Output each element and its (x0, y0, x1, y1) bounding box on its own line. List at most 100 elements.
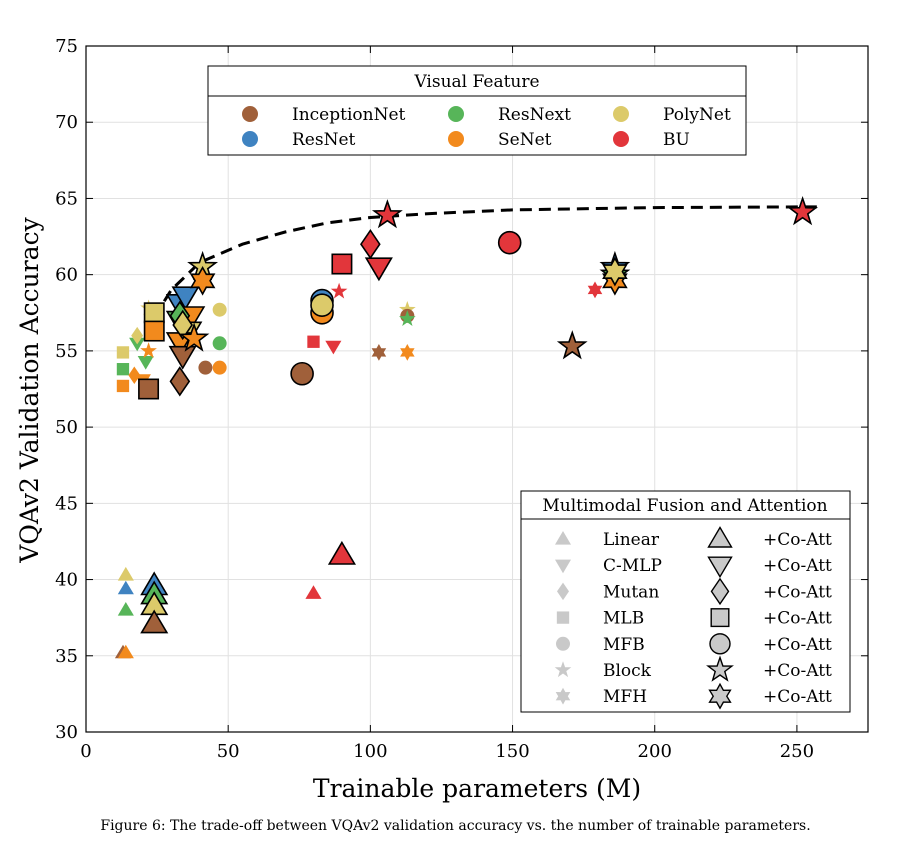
y-tick-label: 40 (55, 570, 78, 591)
y-tick-label: 35 (55, 646, 78, 667)
point-resnext-star (399, 310, 416, 326)
legend-visual-swatch (613, 131, 629, 147)
point-inceptionnet-circle (198, 360, 213, 375)
legend-fusion-coatt-label: +Co-Att (763, 582, 832, 602)
legend-fusion-label: Linear (603, 530, 660, 550)
legend-fusion-marker (555, 687, 571, 705)
legend-fusion-marker (557, 582, 569, 601)
legend-visual-label: PolyNet (663, 105, 731, 125)
legend-fusion-coatt-marker (707, 556, 733, 579)
data-points (114, 195, 819, 659)
legend-fusion-label: MFB (603, 635, 645, 655)
point-inceptionnet-triangle-up-coatt (140, 609, 169, 634)
legend-fusion-coatt-label: +Co-Att (763, 556, 832, 576)
x-tick-label: 250 (780, 741, 814, 762)
point-polynet-square (116, 346, 130, 359)
point-bu-star-coatt (787, 195, 819, 226)
legend-fusion-entries: Linear +Co-Att C-MLP +Co-Att Mutan +Co-Att MLB… (554, 526, 832, 710)
legend-visual-label: ResNet (292, 130, 356, 150)
point-polynet-diamond-coatt (172, 309, 193, 341)
legend-fusion-coatt-marker (710, 577, 730, 606)
point-bu-triangle-down-coatt (364, 257, 393, 282)
y-tick-label: 70 (55, 112, 78, 133)
point-senet-circle (212, 360, 227, 375)
point-resnet-triangle-down-coatt (171, 286, 200, 311)
x-tick-label: 200 (638, 741, 672, 762)
legend-fusion-label: C-MLP (603, 556, 662, 576)
y-tick-label: 30 (55, 722, 78, 743)
legend-visual-feature: Visual Feature InceptionNet ResNext PolyNe… (207, 65, 747, 156)
y-tick-label: 75 (55, 36, 78, 57)
point-senet-square (116, 379, 130, 393)
legend-visual-swatch (242, 106, 258, 122)
point-bu-square-coatt (331, 253, 353, 275)
legend-fusion-coatt-marker (707, 526, 733, 548)
point-resnext-square (116, 363, 130, 376)
point-inceptionnet-triangle-down-coatt (168, 345, 197, 370)
legend-visual-entries: InceptionNet ResNext PolyNet ResNet SeNet BU (242, 105, 731, 150)
legend-fusion: Multimodal Fusion and Attention Linear +C… (520, 490, 851, 713)
legend-fusion-label: Block (603, 661, 652, 681)
legend-fusion-coatt-label: +Co-Att (763, 661, 832, 681)
x-tick-label: 150 (495, 741, 529, 762)
point-bu-triangle-up-coatt (327, 540, 357, 565)
point-resnext-circle (212, 336, 227, 351)
legend-fusion-coatt-label: +Co-Att (763, 530, 832, 550)
legend-fusion-coatt-marker (710, 608, 730, 628)
figure-caption: Figure 6: The trade-off between VQAv2 va… (100, 818, 811, 834)
point-senet-star-coatt (178, 322, 210, 352)
y-tick-label: 55 (55, 341, 78, 362)
x-tick-label: 50 (217, 741, 240, 762)
legend-visual-label: BU (663, 130, 690, 150)
scatter-figure: 0 50 100 150 200 250 30 35 40 45 50 55 60 65 70 75 Visu… (15, 36, 869, 803)
grid-layer (85, 45, 868, 733)
point-polynet-circle-coatt (310, 293, 334, 317)
x-tick-label: 0 (80, 741, 91, 762)
plot-frame (85, 45, 869, 733)
point-senet-hexagram (400, 344, 415, 361)
point-senet-square-coatt (143, 320, 165, 342)
legend-fusion-coatt-label: +Co-Att (763, 687, 832, 707)
axes-layer: 0 50 100 150 200 250 30 35 40 45 50 55 60 65 70 75 (55, 36, 868, 762)
point-inceptionnet-diamond-coatt (169, 366, 191, 397)
legend-fusion-label: MFH (603, 687, 647, 707)
point-senet-hexagram-coatt (189, 265, 216, 296)
legend-fusion-label: Mutan (603, 582, 659, 602)
point-bu-triangle-down (325, 340, 342, 355)
point-bu-circle-coatt (497, 230, 522, 255)
point-senet-diamond (128, 366, 141, 384)
point-resnet-triangle-up (117, 580, 134, 595)
point-bu-square (307, 335, 320, 348)
legend-fusion-coatt-marker (706, 655, 734, 682)
pareto-frontier-curve (152, 205, 820, 319)
y-tick-label: 65 (55, 188, 78, 209)
y-tick-label: 45 (55, 493, 78, 514)
legend-fusion-coatt-label: +Co-Att (763, 609, 832, 629)
point-polynet-triangle-up (117, 566, 134, 581)
point-inceptionnet-circle-coatt (290, 361, 314, 386)
point-bu-star-coatt (371, 199, 403, 229)
legend-fusion-title: Multimodal Fusion and Attention (542, 496, 827, 516)
point-senet-star (140, 342, 157, 358)
legend-visual-swatch (448, 131, 464, 147)
point-inceptionnet-square-coatt (138, 378, 160, 400)
y-tick-label: 50 (55, 417, 78, 438)
point-resnext-triangle-down (129, 337, 146, 352)
point-bu-hexagram (587, 281, 603, 299)
legend-fusion-label: MLB (603, 609, 644, 629)
point-polynet-square-coatt (143, 302, 165, 324)
legend-visual-label: SeNet (498, 130, 552, 150)
legend-fusion-coatt-label: +Co-Att (763, 635, 832, 655)
point-resnext-triangle-up (117, 602, 134, 616)
legend-visual-label: ResNext (498, 105, 571, 125)
legend-fusion-coatt-marker (708, 682, 732, 710)
point-bu-diamond-coatt (360, 228, 381, 260)
legend-visual-label: InceptionNet (292, 105, 406, 125)
x-tick-label: 100 (353, 741, 387, 762)
plot-border (85, 45, 869, 733)
legend-visual-swatch (242, 131, 258, 147)
legend-visual-swatch (613, 106, 629, 122)
legend-visual-title: Visual Feature (413, 72, 539, 92)
x-axis-label: Trainable parameters (M) (313, 774, 641, 803)
legend-visual-swatch (448, 106, 464, 122)
